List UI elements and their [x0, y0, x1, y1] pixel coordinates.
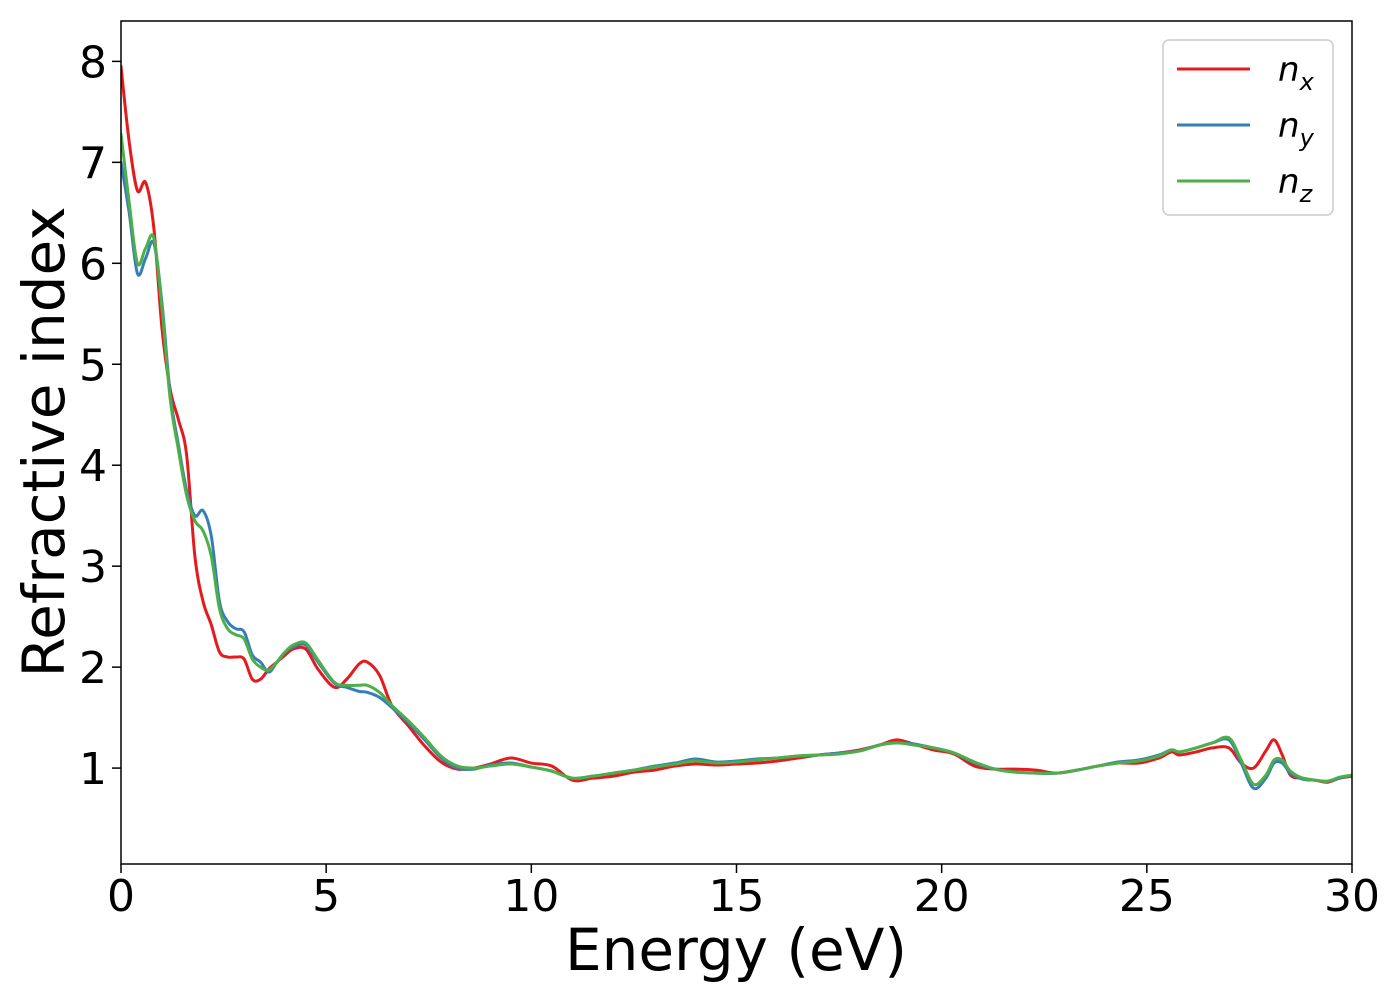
y-tick-label: 6 [79, 239, 107, 290]
x-axis: 0 5 10 15 20 25 30 [107, 864, 1380, 922]
legend-label-nx: nx [1278, 50, 1315, 96]
series-line-nx [121, 64, 1352, 784]
x-tick-label: 30 [1324, 871, 1380, 922]
plot-background [121, 21, 1352, 864]
x-tick-label: 10 [503, 871, 559, 922]
series-line-nz [121, 132, 1352, 787]
x-tick-label: 5 [312, 871, 340, 922]
y-axis: 1 2 3 4 5 6 7 8 [79, 37, 121, 795]
series-layer [121, 64, 1352, 791]
legend-label-ny: ny [1278, 106, 1315, 152]
x-tick-label: 20 [914, 871, 970, 922]
y-tick-label: 4 [79, 441, 107, 492]
x-axis-title: Energy (eV) [565, 916, 907, 984]
y-tick-label: 5 [79, 340, 107, 391]
x-tick-label: 0 [107, 871, 135, 922]
plot-area [120, 20, 1353, 865]
legend-label-nz: nz [1278, 162, 1314, 208]
x-tick-label: 25 [1119, 871, 1175, 922]
y-tick-label: 1 [79, 744, 107, 795]
y-tick-label: 8 [79, 37, 107, 88]
y-tick-label: 7 [79, 138, 107, 189]
y-tick-label: 3 [79, 542, 107, 593]
y-axis-title: Refractive index [10, 206, 78, 677]
legend: nx ny nz [1162, 39, 1334, 216]
legend-box [1162, 39, 1334, 216]
y-tick-label: 2 [79, 643, 107, 694]
x-tick-label: 15 [709, 871, 765, 922]
